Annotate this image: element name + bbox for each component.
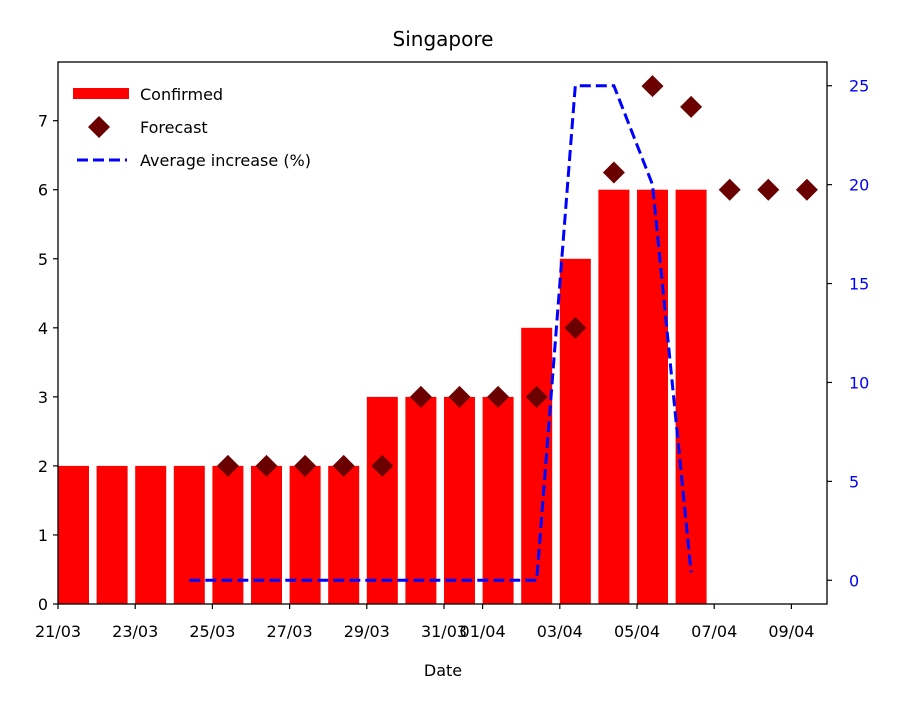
- bar-confirmed: [58, 465, 89, 604]
- left-y-tick-label: 6: [38, 181, 48, 200]
- forecast-marker: [448, 385, 471, 408]
- forecast-marker: [371, 454, 394, 477]
- bar-confirmed: [96, 465, 128, 604]
- right-y-tick-label: 5: [849, 472, 859, 491]
- x-tick-label: 03/04: [537, 622, 583, 641]
- forecast-marker: [255, 454, 278, 477]
- forecast-marker: [216, 454, 239, 477]
- x-tick-label: 21/03: [35, 622, 81, 641]
- forecast-marker: [487, 385, 510, 408]
- legend-swatch-forecast: [88, 116, 110, 138]
- chart-title: Singapore: [393, 27, 494, 51]
- right-y-tick-label: 20: [849, 176, 869, 195]
- x-tick-label: 01/04: [460, 622, 506, 641]
- forecast-markers-layer: [216, 75, 818, 477]
- legend-label-forecast: Forecast: [140, 118, 208, 137]
- forecast-marker: [409, 385, 432, 408]
- x-tick-label: 29/03: [344, 622, 390, 641]
- forecast-marker: [757, 178, 780, 201]
- x-tick-label: 05/04: [614, 622, 660, 641]
- legend-swatch-confirmed: [73, 88, 129, 99]
- bar-confirmed: [637, 189, 668, 604]
- forecast-marker: [641, 75, 664, 98]
- legend: Confirmed Forecast Average increase (%): [73, 85, 311, 170]
- forecast-marker: [332, 454, 355, 477]
- forecast-marker: [564, 316, 587, 339]
- bar-confirmed: [135, 465, 167, 604]
- right-y-tick-label: 0: [849, 571, 859, 590]
- bar-confirmed: [289, 465, 321, 604]
- right-y-axis: 0 5 10 15 20 25: [827, 77, 869, 590]
- right-y-tick-label: 15: [849, 275, 869, 294]
- bar-confirmed: [251, 465, 282, 604]
- x-tick-label: 23/03: [112, 622, 158, 641]
- forecast-marker: [680, 95, 703, 118]
- x-tick-label: 31/03: [421, 622, 467, 641]
- forecast-marker: [294, 454, 317, 477]
- left-y-tick-label: 0: [38, 595, 48, 614]
- right-y-tick-label: 25: [849, 77, 869, 96]
- bar-confirmed: [366, 396, 398, 604]
- legend-label-average: Average increase (%): [140, 151, 311, 170]
- left-y-tick-label: 2: [38, 457, 48, 476]
- bar-confirmed: [598, 189, 630, 604]
- x-tick-label: 07/04: [691, 622, 737, 641]
- bar-confirmed: [675, 189, 707, 604]
- right-y-tick-label: 10: [849, 373, 869, 392]
- bar-confirmed: [212, 465, 244, 604]
- left-y-tick-label: 3: [38, 388, 48, 407]
- bar-confirmed: [559, 258, 591, 604]
- left-y-tick-label: 7: [38, 112, 48, 131]
- left-y-tick-label: 1: [38, 526, 48, 545]
- forecast-marker: [795, 178, 818, 201]
- bars-layer: [58, 189, 707, 604]
- average-line-layer: [189, 84, 693, 582]
- forecast-marker: [602, 161, 625, 184]
- bar-confirmed: [173, 465, 205, 604]
- left-y-tick-label: 4: [38, 319, 48, 338]
- forecast-marker: [718, 178, 741, 201]
- left-y-tick-label: 5: [38, 250, 48, 269]
- forecast-marker: [525, 385, 548, 408]
- x-tick-label: 25/03: [189, 622, 235, 641]
- bar-confirmed: [521, 327, 553, 604]
- x-tick-label: 09/04: [768, 622, 814, 641]
- bar-confirmed: [482, 396, 514, 604]
- x-axis-label: Date: [424, 661, 462, 680]
- left-y-axis: 0 1 2 3 4 5 6 7: [38, 112, 58, 614]
- legend-label-confirmed: Confirmed: [140, 85, 223, 104]
- bar-confirmed: [405, 396, 437, 604]
- average-increase-line: [189, 84, 693, 582]
- x-tick-label: 27/03: [267, 622, 313, 641]
- plot-frame: [57, 61, 828, 605]
- bar-confirmed: [444, 396, 475, 604]
- bar-confirmed: [328, 465, 360, 604]
